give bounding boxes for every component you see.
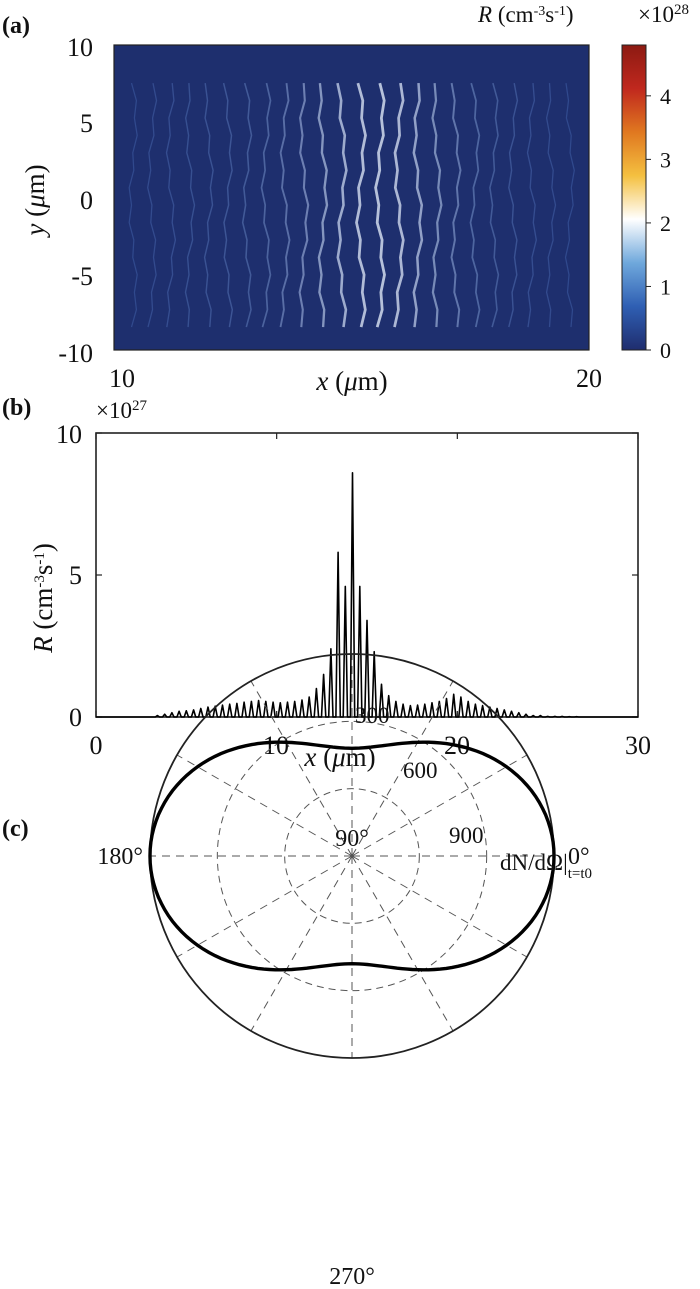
polar-title: dN/dΩ|t=t0 <box>500 850 592 882</box>
angle-label-180: 180° <box>97 844 143 870</box>
heatmap-stripe <box>317 82 329 328</box>
polar-spoke <box>351 855 528 958</box>
b-multiplier: ×1027 <box>96 398 147 423</box>
colorbar-tick-label: 0 <box>660 338 671 363</box>
heatmap-stripe <box>508 82 519 328</box>
b-xtick-10: 10 <box>263 731 289 760</box>
colorbar-tick-label: 2 <box>660 211 671 236</box>
r-tick-300: 300 <box>355 703 390 728</box>
angle-label-90: 90° <box>335 826 369 852</box>
heatmap-stripe <box>128 82 138 328</box>
polar-spoke <box>176 754 353 857</box>
heatmap-stripe <box>564 83 575 328</box>
heatmap-stripe <box>298 83 310 328</box>
heatmap-stripe <box>260 82 272 328</box>
a-xtick-10: 10 <box>109 364 135 393</box>
heatmap-stripe <box>412 83 424 328</box>
polar-spoke <box>351 855 454 1032</box>
heatmap-stripe <box>147 82 158 328</box>
b-ytick-5: 5 <box>69 561 82 590</box>
heatmap-stripe <box>241 82 253 328</box>
a-ytick-neg5: -5 <box>71 262 93 291</box>
colorbar-tick-label: 3 <box>660 147 671 172</box>
polar-spoke <box>250 680 353 857</box>
polar-spoke <box>250 855 353 1032</box>
a-ytick-5: 5 <box>80 109 93 138</box>
a-ytick-0: 0 <box>80 186 93 215</box>
b-xtick-30: 30 <box>625 731 651 760</box>
heatmap-stripes <box>128 82 575 328</box>
colorbar-label: R (cm-3s-1) <box>477 2 574 27</box>
panel-c-label: (c) <box>2 816 29 842</box>
panel-b-label: (b) <box>2 395 31 421</box>
b-plot-frame <box>95 432 639 718</box>
colorbar <box>621 44 647 351</box>
colorbar-tick-label: 1 <box>660 274 671 299</box>
heatmap-stripe <box>222 82 234 328</box>
b-ylabel: R (cm-3s-1) <box>28 543 58 654</box>
heatmap-stripe <box>469 82 481 328</box>
a-ylabel: y (μm) <box>20 164 50 238</box>
panel-c: (c) 300 600 900 90° 0° 180° 270° dN/dΩ|t… <box>2 653 592 1289</box>
heatmap-stripe <box>279 82 291 328</box>
heatmap-stripe <box>355 82 367 328</box>
polar-ring <box>216 720 488 992</box>
heatmap-stripe <box>545 83 557 328</box>
heatmap-stripe <box>374 82 386 328</box>
heatmap-stripe <box>450 82 462 328</box>
heatmap-stripe <box>526 83 537 328</box>
b-series-line <box>96 472 638 718</box>
r-tick-900: 900 <box>449 823 484 848</box>
angle-label-0: 0° <box>568 844 590 870</box>
r-tick-600: 600 <box>403 758 438 783</box>
a-xlabel: x (μm) <box>315 366 387 396</box>
angle-label-270: 270° <box>329 1264 375 1289</box>
colorbar-ticks: 0 1 2 3 4 <box>646 84 671 363</box>
polar-curve <box>148 740 556 972</box>
heatmap-frame <box>113 44 590 351</box>
colorbar-tick-label: 4 <box>660 84 671 109</box>
polar-spoke <box>351 754 528 857</box>
a-ytick-neg10: -10 <box>58 339 93 368</box>
heatmap-stripe <box>165 83 177 328</box>
heatmap-stripe <box>203 83 214 328</box>
b-xtick-0: 0 <box>90 731 103 760</box>
heatmap-stripe <box>489 82 500 328</box>
polar-spoke <box>351 680 454 857</box>
heatmap-stripe <box>431 83 443 328</box>
a-ytick-10: 10 <box>67 33 93 62</box>
polar-grid <box>150 654 554 1058</box>
b-ytick-10: 10 <box>56 420 82 449</box>
colorbar-multiplier: ×1028 <box>638 2 689 27</box>
b-ytick-0: 0 <box>69 703 82 732</box>
panel-a: (a) 10 5 0 -5 -10 10 20 x (μm) y (μm) 0 1… <box>2 2 689 396</box>
polar-spoke <box>176 855 353 958</box>
heatmap-background <box>114 45 589 350</box>
a-xtick-20: 20 <box>576 364 602 393</box>
polar-ring <box>284 788 420 924</box>
panel-b: (b) ×1027 0 10 20 30 0 5 10 x (μm) R (cm… <box>2 395 651 772</box>
heatmap-stripe <box>336 82 348 328</box>
panel-a-label: (a) <box>2 13 30 39</box>
heatmap-stripe <box>184 83 196 328</box>
heatmap-stripe <box>393 82 405 328</box>
